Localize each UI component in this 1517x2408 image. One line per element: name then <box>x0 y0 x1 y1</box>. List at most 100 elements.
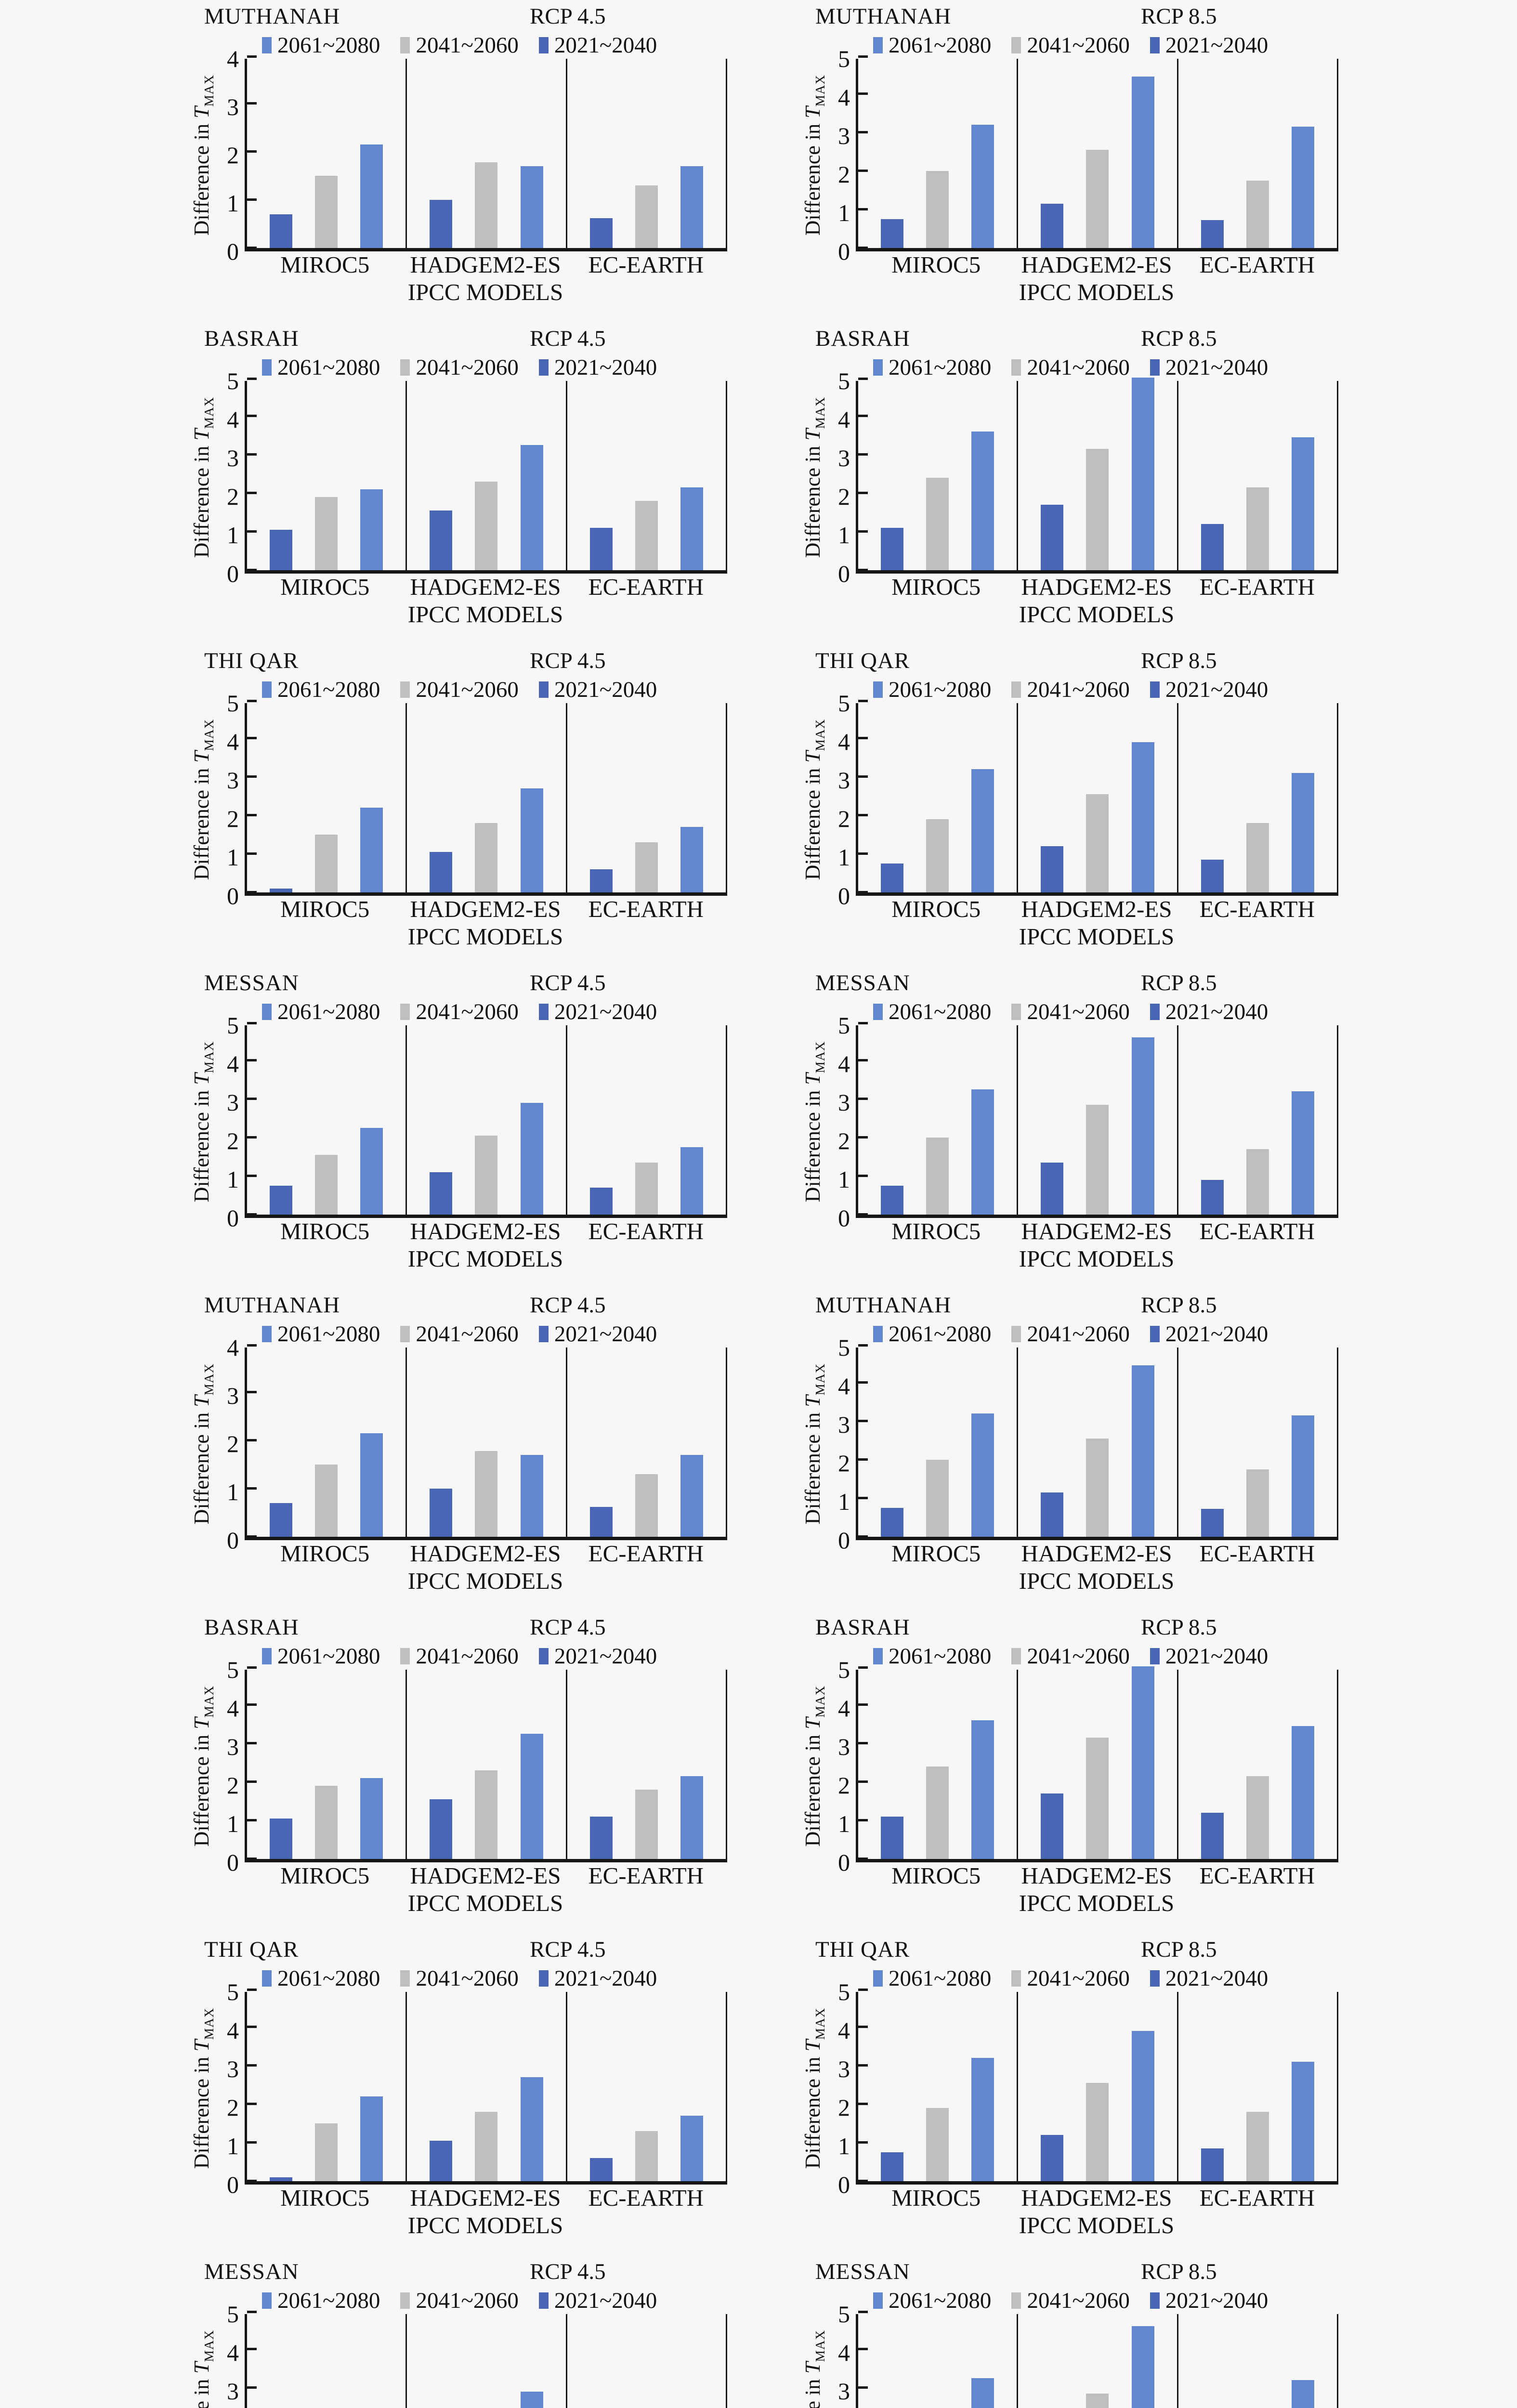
model-group <box>1178 59 1338 248</box>
legend-label: 2061~2080 <box>277 1644 380 1669</box>
y-axis-tick-mark <box>858 1059 868 1061</box>
legend-swatch <box>1011 681 1021 698</box>
x-category-labels: MIROC5 HADGEM2-ES EC-EARTH <box>856 2185 1337 2212</box>
bar <box>971 125 994 248</box>
bar <box>971 1720 994 1859</box>
chart-header: THI QAR RCP 8.5 <box>800 1937 1338 1965</box>
chart-cell: THI QAR RCP 4.5 2061~2080 2041~2060 2021~2… <box>0 1933 758 2255</box>
bar <box>360 144 383 248</box>
legend-swatch <box>538 1326 549 1342</box>
bar <box>1086 2083 1109 2181</box>
x-category-label: HADGEM2-ES <box>1021 2185 1172 2211</box>
model-group <box>1018 1666 1178 1859</box>
legend-item: 2021~2040 <box>1150 1966 1268 1990</box>
y-axis-tick-number: 4 <box>838 1050 850 1077</box>
plot-area <box>245 1666 727 1862</box>
y-axis-tick-mark <box>858 2103 868 2105</box>
legend-label: 2061~2080 <box>889 1644 992 1669</box>
x-axis-title: IPCC MODELS <box>407 1890 563 1916</box>
bar <box>1041 1492 1064 1537</box>
model-group <box>1178 1025 1338 1215</box>
y-axis-tick-mark <box>247 1819 257 1821</box>
legend-swatch <box>1150 2292 1160 2309</box>
bar <box>1086 1738 1109 1859</box>
plot-wrap: Difference in TMAX 0 1 2 3 4 <box>189 1335 727 1552</box>
legend-swatch <box>1011 2292 1021 2309</box>
bar <box>971 1089 994 1215</box>
bar <box>270 1186 293 1215</box>
bar <box>430 1489 453 1537</box>
y-axis-tick-number: 0 <box>838 882 850 909</box>
chart-panel: THI QAR RCP 4.5 2061~2080 2041~2060 2021~2… <box>189 644 727 951</box>
chart-cell: MESSAN RCP 4.5 2061~2080 2041~2060 2021~20… <box>0 2255 758 2408</box>
bar <box>971 1413 994 1537</box>
chart-rcp-title: RCP 8.5 <box>1141 1615 1217 1640</box>
legend-item: 2021~2040 <box>538 1966 657 1990</box>
y-axis-tick-mark <box>247 1742 257 1744</box>
bar <box>1041 1163 1064 1215</box>
y-axis-tick-number: 5 <box>227 2301 239 2328</box>
plot-area <box>245 1344 727 1540</box>
bar <box>520 166 543 248</box>
y-axis-tick-number: 5 <box>227 1012 239 1039</box>
x-category-labels: MIROC5 HADGEM2-ES EC-EARTH <box>245 574 726 602</box>
y-axis-tick-mark <box>858 1819 868 1821</box>
y-axis-tick-number: 5 <box>227 367 239 394</box>
legend-item: 2041~2060 <box>400 678 519 702</box>
legend-item: 2041~2060 <box>400 1644 519 1668</box>
chart-rcp-title: RCP 8.5 <box>1141 326 1217 351</box>
legend-swatch <box>1150 1648 1160 1664</box>
y-axis-tick-number: 2 <box>227 1430 239 1457</box>
x-category-label: EC-EARTH <box>588 1540 704 1567</box>
chart-rcp-title: RCP 8.5 <box>1141 1293 1217 1318</box>
y-axis-tick-mark <box>858 814 868 816</box>
model-group <box>407 1670 567 1859</box>
chart-city-title: BASRAH <box>204 1615 299 1640</box>
model-group <box>858 1670 1019 1859</box>
chart-legend: 2061~2080 2041~2060 2021~2040 <box>800 32 1338 59</box>
y-axis-label: Difference in TMAX <box>801 1041 827 1203</box>
model-group <box>1178 381 1338 570</box>
bar <box>1291 1726 1314 1859</box>
y-axis-label: Difference in TMAX <box>801 2007 827 2169</box>
legend-item: 2061~2080 <box>262 1000 380 1024</box>
bar <box>1086 1105 1109 1215</box>
bar <box>315 835 338 892</box>
y-axis-tick-number: 1 <box>227 844 239 871</box>
y-axis-tick-number: 0 <box>227 2171 239 2198</box>
y-axis-tick-number: 4 <box>838 1373 850 1400</box>
y-axis-tick-mark <box>247 1703 257 1706</box>
y-axis-label-box: Difference in TMAX <box>800 1348 827 1540</box>
bar <box>589 1188 613 1215</box>
model-group <box>858 59 1019 248</box>
legend-item: 2021~2040 <box>538 678 657 702</box>
legend-label: 2021~2040 <box>554 1644 657 1669</box>
x-category-labels: MIROC5 HADGEM2-ES EC-EARTH <box>856 1862 1337 1890</box>
plot-area <box>245 378 727 574</box>
legend-swatch <box>1150 37 1160 53</box>
legend-item: 2021~2040 <box>538 1644 657 1669</box>
legend-item: 2061~2080 <box>262 678 380 702</box>
bar <box>270 2177 293 2181</box>
chart-panel: MUTHANAH RCP 8.5 2061~2080 2041~2060 2021~… <box>800 1289 1338 1595</box>
bar <box>1246 1469 1269 1537</box>
bar <box>971 432 994 570</box>
plot-area <box>856 1666 1338 1862</box>
model-group <box>247 1025 407 1215</box>
chart-rcp-title: RCP 4.5 <box>530 1615 606 1640</box>
legend-swatch <box>873 1326 883 1342</box>
plot-area <box>856 1344 1338 1540</box>
legend-label: 2021~2040 <box>554 2288 657 2313</box>
y-axis-label-box: Difference in TMAX <box>800 1670 827 1862</box>
bar <box>881 528 904 570</box>
model-group <box>1018 1025 1178 1215</box>
legend-swatch <box>538 1970 549 1987</box>
y-axis-tick-mark <box>858 378 868 380</box>
legend-label: 2061~2080 <box>889 33 992 58</box>
plot-area <box>856 2311 1338 2408</box>
model-group <box>1178 1992 1338 2181</box>
chart-header: THI QAR RCP 8.5 <box>800 648 1338 676</box>
bar <box>589 528 613 570</box>
bar <box>430 2141 453 2181</box>
legend-item: 2021~2040 <box>1150 355 1268 380</box>
